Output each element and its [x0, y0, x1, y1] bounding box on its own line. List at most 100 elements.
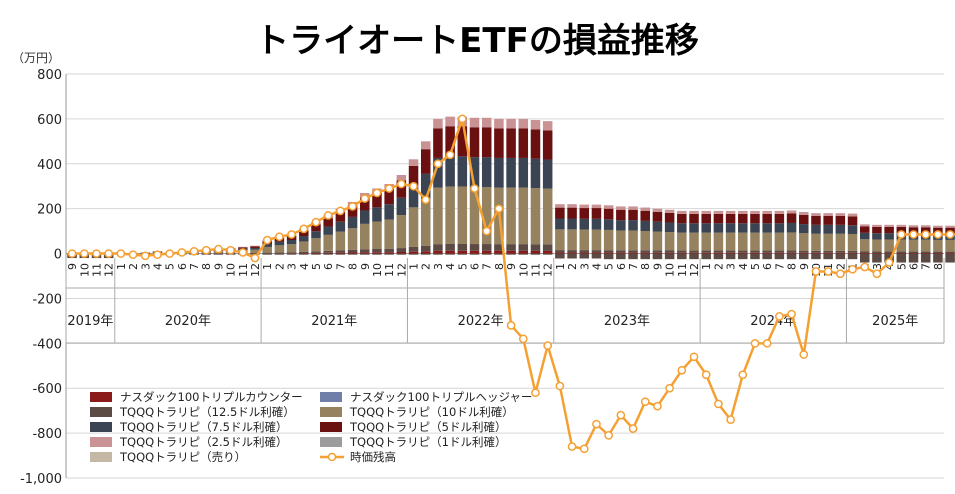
legend-item: TQQQトラリピ（売り） [90, 450, 246, 464]
bar-segment [518, 187, 529, 245]
year-label: 2019年 [67, 314, 113, 329]
bar-stack [799, 212, 809, 260]
legend-swatch [90, 392, 112, 402]
bar-segment [664, 250, 675, 253]
bar-segment [774, 232, 785, 251]
bar-stack [335, 208, 346, 255]
bar-segment [872, 251, 882, 253]
market-value-point [92, 249, 101, 258]
bar-segment [896, 239, 907, 252]
month-tick-label: 8 [347, 263, 360, 270]
bar-segment [786, 222, 797, 233]
bar-segment [689, 250, 699, 253]
month-tick-label: 7 [773, 263, 786, 270]
bar-segment [408, 207, 419, 247]
bar-stack [823, 213, 833, 260]
bar-stack [652, 208, 663, 260]
bar-segment [762, 252, 772, 254]
bar-segment [945, 239, 955, 252]
bar-segment [481, 187, 492, 245]
bar-segment [445, 126, 455, 157]
bar-segment [616, 250, 626, 253]
bar-segment-negative [725, 253, 736, 260]
bar-segment-negative [518, 253, 529, 255]
month-tick-label: 12 [249, 263, 262, 277]
bar-segment [286, 244, 297, 253]
bar-segment-negative [628, 253, 638, 260]
bar-segment [689, 223, 699, 233]
bars [67, 116, 955, 263]
bar-segment [238, 247, 248, 249]
bar-segment [786, 232, 797, 251]
bar-segment [408, 251, 419, 254]
bar-stack [847, 213, 858, 260]
bar-segment [518, 118, 529, 129]
bar-stack [603, 205, 614, 260]
bar-stack [640, 207, 650, 260]
bar-segment-negative [884, 253, 894, 263]
bar-segment-negative [603, 253, 614, 260]
bar-segment [762, 250, 772, 253]
month-tick-label: 10 [664, 263, 677, 277]
bar-segment-negative [384, 253, 394, 255]
month-tick-label: 12 [103, 263, 116, 277]
bar-segment-negative [774, 253, 785, 260]
bar-stack [664, 209, 675, 260]
bar-segment [701, 213, 711, 224]
bar-segment [713, 232, 724, 251]
bar-segment [799, 233, 809, 251]
bar-segment [945, 252, 955, 254]
month-tick-label: 1 [115, 263, 128, 270]
bar-segment [530, 120, 541, 130]
bar-segment [835, 213, 846, 216]
month-tick-label: 8 [932, 263, 945, 270]
bar-segment [347, 249, 358, 253]
month-tick-label: 3 [286, 263, 299, 270]
bar-segment [420, 198, 431, 246]
market-value-point [201, 245, 211, 255]
bar-segment [689, 252, 699, 254]
bar-segment [750, 232, 760, 251]
bar-segment [555, 204, 565, 208]
year-label: 2022年 [458, 314, 504, 329]
bar-segment [628, 250, 638, 253]
market-value-point [579, 444, 589, 454]
bar-stack [677, 210, 687, 260]
bar-segment [628, 220, 638, 231]
bar-segment [555, 229, 565, 251]
bar-segment [347, 216, 358, 229]
y-tick-label: -400 [32, 337, 62, 352]
month-tick-label: 4 [590, 263, 603, 270]
legend-item: 時価残高 [320, 450, 396, 464]
bar-segment [591, 204, 602, 209]
month-tick-label: 11 [676, 263, 689, 277]
bar-segment-negative [591, 253, 602, 259]
bar-segment [494, 128, 504, 158]
bar-segment [823, 250, 833, 253]
bar-segment [555, 250, 565, 253]
bar-stack [567, 204, 577, 259]
market-value-point [775, 312, 784, 321]
bar-segment [652, 221, 663, 232]
bar-segment [799, 214, 809, 225]
bar-stack [396, 175, 407, 255]
bar-segment [664, 232, 675, 251]
bar-segment [433, 250, 443, 254]
month-tick-label: 3 [871, 263, 884, 270]
market-value-point [409, 181, 418, 191]
legend-swatch [90, 452, 112, 462]
bar-segment [701, 252, 711, 254]
bar-segment [835, 233, 846, 251]
legend-label: 時価残高 [350, 450, 396, 464]
month-tick-label: 8 [639, 263, 652, 270]
bar-stack [762, 210, 772, 260]
bar-segment [335, 252, 346, 254]
market-value-point [494, 204, 504, 214]
bar-segment [408, 186, 419, 208]
month-tick-label: 5 [310, 263, 323, 270]
bar-segment [481, 157, 492, 188]
bar-segment [335, 221, 346, 232]
market-value-point [226, 245, 235, 255]
legend-label: TQQQトラリピ（7.5ドル利確） [119, 420, 287, 434]
market-value-point [616, 410, 626, 420]
